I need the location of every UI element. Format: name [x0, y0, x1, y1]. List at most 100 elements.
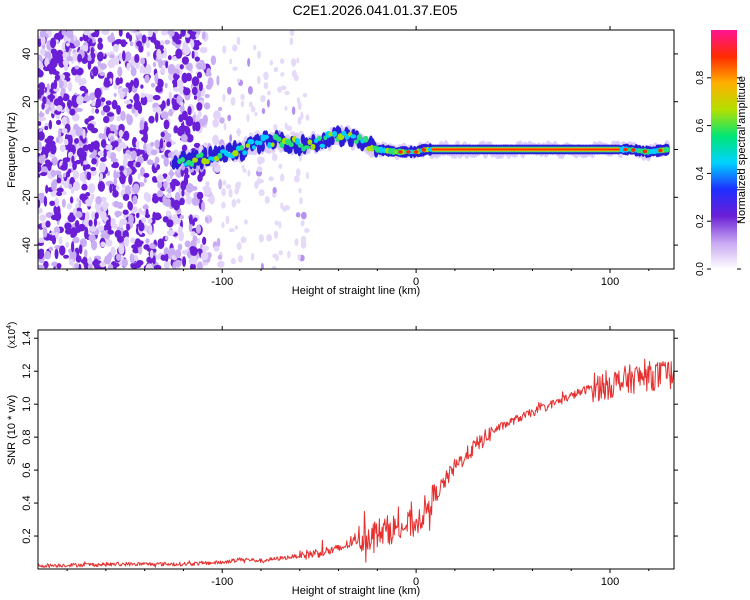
noise-speckle — [284, 106, 288, 111]
noise-speckle — [86, 54, 92, 62]
noise-speckle — [82, 256, 88, 266]
noise-speckle — [78, 141, 83, 147]
spectrogram-y-tick-label: 40 — [21, 48, 33, 60]
noise-speckle — [161, 30, 168, 36]
noise-speckle — [188, 214, 193, 225]
snr-y-tick-label: 0.8 — [21, 429, 33, 444]
noise-speckle — [227, 114, 232, 122]
noise-speckle — [165, 60, 169, 69]
noise-speckle — [201, 245, 210, 251]
noise-speckle — [228, 228, 235, 233]
noise-speckle — [195, 33, 199, 39]
noise-speckle — [100, 97, 106, 103]
noise-speckle — [150, 82, 156, 88]
noise-speckle — [176, 126, 185, 137]
noise-speckle — [90, 166, 97, 172]
snr-marks — [38, 358, 674, 568]
noise-speckle — [153, 30, 159, 35]
noise-speckle — [45, 184, 49, 194]
noise-speckle — [152, 61, 156, 68]
noise-speckle — [166, 141, 172, 148]
noise-speckle — [45, 220, 51, 228]
noise-speckle — [202, 114, 208, 125]
noise-speckle — [140, 57, 146, 65]
noise-speckle — [183, 166, 189, 176]
noise-speckle — [282, 206, 287, 212]
noise-speckle — [58, 236, 63, 245]
noise-speckle — [67, 169, 72, 174]
noise-speckle — [114, 210, 123, 217]
noise-speckle — [137, 172, 141, 181]
noise-speckle — [53, 226, 61, 235]
ridge-core — [294, 137, 301, 145]
noise-speckle — [49, 37, 57, 49]
noise-speckle — [163, 260, 170, 269]
noise-speckle — [75, 211, 83, 218]
noise-speckle — [112, 190, 119, 198]
noise-speckle — [135, 161, 141, 168]
noise-speckle — [218, 106, 223, 112]
noise-speckle — [139, 166, 145, 177]
noise-speckle — [268, 176, 274, 182]
noise-speckle — [89, 92, 96, 101]
noise-speckle — [261, 108, 266, 115]
noise-speckle — [152, 107, 157, 113]
noise-speckle — [236, 78, 240, 83]
noise-speckle — [48, 140, 56, 148]
noise-speckle — [140, 84, 144, 89]
snr-y-tick-label: 1.0 — [21, 397, 33, 412]
noise-speckle — [164, 253, 169, 262]
noise-speckle — [258, 179, 264, 184]
noise-speckle — [145, 238, 150, 244]
noise-speckle — [134, 53, 140, 63]
colorbar-tick-label: 0.0 — [695, 262, 706, 276]
noise-speckle — [194, 121, 201, 132]
noise-speckle — [181, 144, 188, 153]
ridge-core — [378, 146, 384, 154]
ridge-core — [356, 134, 363, 141]
noise-speckle — [174, 191, 181, 203]
noise-speckle — [230, 257, 236, 265]
ridge-peak-spot — [406, 150, 411, 154]
noise-speckle — [41, 102, 45, 110]
noise-speckle — [82, 160, 89, 165]
noise-speckle — [150, 243, 156, 250]
ridge-peak-spot — [413, 150, 419, 154]
noise-speckle — [273, 230, 279, 239]
ridge-core — [382, 147, 387, 154]
noise-speckle — [64, 222, 72, 231]
noise-speckle — [123, 236, 130, 247]
spectrogram-x-tick-label: 100 — [601, 276, 619, 288]
noise-speckle — [38, 163, 42, 173]
noise-speckle — [38, 38, 42, 47]
noise-speckle — [96, 51, 104, 62]
noise-speckle — [84, 226, 89, 238]
snr-y-tick-label: 0.6 — [21, 462, 33, 477]
noise-speckle — [271, 265, 277, 269]
noise-speckle — [227, 86, 232, 95]
noise-speckle — [94, 108, 100, 114]
noise-speckle — [273, 124, 278, 131]
noise-speckle — [223, 122, 227, 131]
noise-speckle — [247, 57, 251, 67]
noise-speckle — [196, 71, 203, 79]
noise-speckle — [222, 93, 226, 102]
noise-speckle — [192, 235, 198, 243]
noise-speckle — [171, 178, 178, 184]
noise-speckle — [122, 209, 129, 215]
noise-speckle — [49, 200, 55, 207]
noise-speckle — [212, 118, 220, 128]
snr-series-line — [38, 358, 674, 568]
noise-speckle — [185, 72, 192, 82]
noise-speckle — [172, 87, 180, 92]
noise-speckle — [164, 235, 169, 241]
noise-speckle — [78, 263, 82, 269]
noise-speckle — [179, 64, 184, 70]
noise-speckle — [140, 95, 148, 106]
noise-speckle — [76, 95, 84, 106]
noise-speckle — [240, 100, 245, 108]
noise-speckle — [93, 217, 98, 227]
noise-speckle — [43, 260, 49, 269]
noise-speckle — [90, 127, 99, 134]
noise-speckle — [259, 156, 265, 164]
